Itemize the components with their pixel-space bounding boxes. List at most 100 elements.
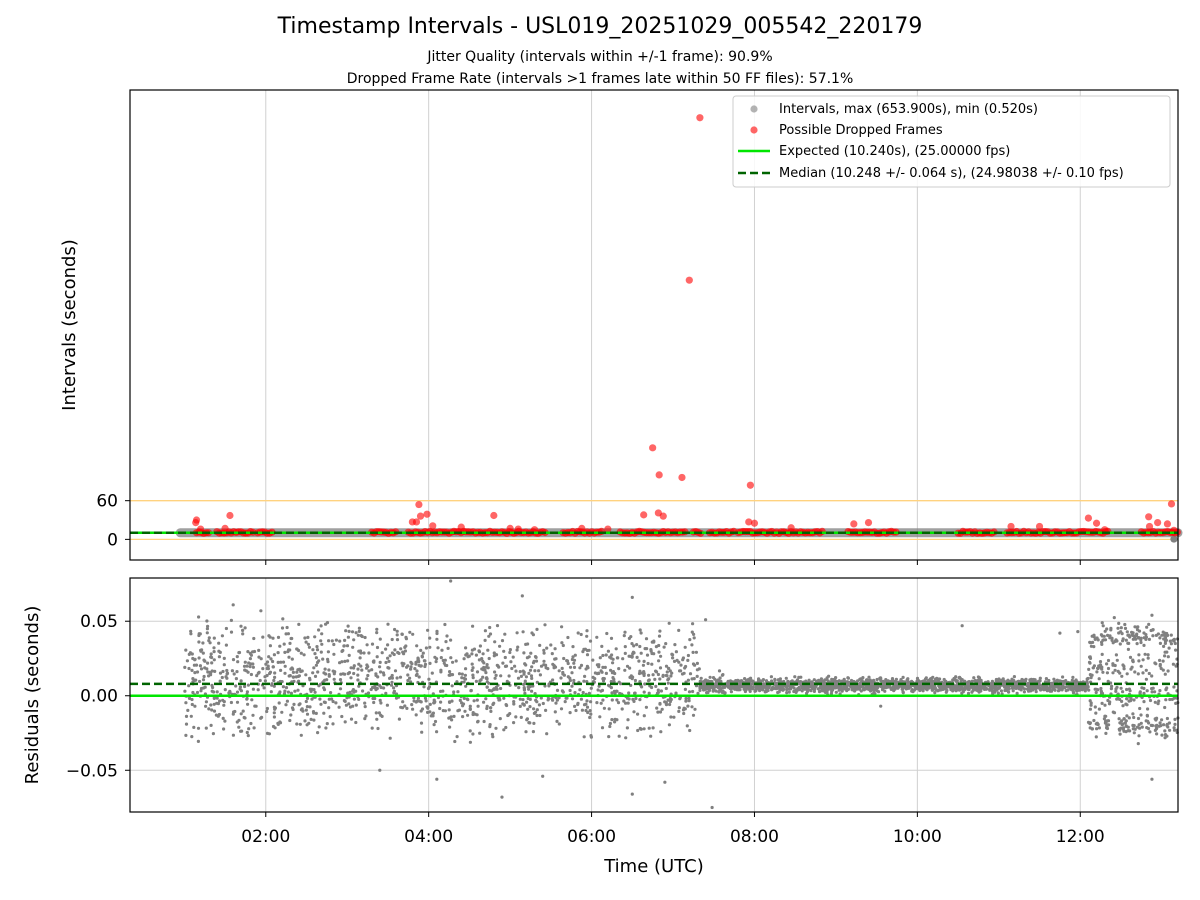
residual-point — [673, 643, 677, 647]
residual-point — [718, 689, 722, 693]
residual-point — [1134, 637, 1138, 641]
residual-point — [599, 701, 603, 705]
residual-point — [657, 643, 661, 648]
residual-point — [415, 644, 419, 648]
residual-point — [557, 722, 561, 726]
residual-point — [499, 674, 503, 678]
residual-point — [688, 728, 692, 733]
residual-point — [1109, 687, 1113, 691]
residual-point — [306, 635, 310, 640]
residual-point — [687, 690, 692, 694]
residual-point — [982, 687, 987, 692]
residual-point — [460, 676, 464, 680]
residual-point — [222, 663, 226, 667]
residual-point — [651, 726, 655, 730]
residual-point — [589, 700, 593, 704]
residual-point — [478, 731, 482, 735]
residual-point — [397, 651, 401, 656]
residual-point — [632, 644, 636, 648]
residual-point — [528, 685, 532, 689]
residual-point — [212, 709, 217, 713]
residual-point — [315, 645, 319, 649]
residual-point — [268, 635, 272, 639]
residual-point — [632, 699, 636, 704]
residual-point — [291, 670, 295, 675]
residual-point — [279, 668, 283, 673]
residual-point — [356, 673, 360, 677]
residual-point — [344, 703, 348, 707]
residual-point — [403, 704, 407, 708]
residual-point — [209, 671, 213, 675]
residual-point — [392, 689, 396, 693]
residual-point — [979, 684, 984, 688]
residual-point — [404, 635, 408, 640]
legend-intervals-label: Intervals, max (653.900s), min (0.520s) — [779, 102, 1038, 117]
residual-point — [375, 627, 379, 631]
residual-point — [864, 678, 869, 682]
residual-point — [600, 726, 605, 730]
residual-point — [641, 663, 646, 667]
residual-point — [1164, 636, 1168, 640]
residual-point — [206, 661, 210, 665]
residual-point — [284, 632, 288, 636]
residual-point — [529, 674, 534, 678]
residual-point — [1104, 719, 1108, 723]
residual-point — [632, 710, 636, 714]
residual-point — [937, 688, 941, 692]
residual-point — [1012, 675, 1017, 679]
residual-point — [1133, 670, 1137, 674]
residual-point — [218, 671, 223, 675]
residual-point — [1155, 732, 1159, 736]
residual-point — [207, 639, 211, 643]
residual-point — [395, 638, 400, 642]
residuals-series — [183, 579, 1180, 810]
residual-point — [754, 688, 758, 693]
residual-point — [743, 689, 748, 694]
residual-point — [857, 685, 862, 689]
residual-point — [222, 656, 226, 661]
residual-point — [395, 629, 399, 633]
residual-point — [884, 686, 888, 690]
residual-point — [237, 651, 241, 655]
residual-point — [366, 665, 370, 669]
dropped-frame-point — [696, 114, 704, 122]
residual-point — [334, 638, 338, 642]
residual-point — [276, 660, 280, 665]
residual-point — [669, 715, 673, 719]
residual-point — [471, 673, 475, 677]
residual-point — [551, 662, 555, 666]
residual-point — [332, 642, 336, 647]
residual-point — [231, 733, 235, 737]
residual-point — [758, 685, 762, 689]
residual-point — [304, 708, 308, 712]
residual-point — [1088, 721, 1092, 725]
residual-point — [1173, 717, 1177, 722]
residual-point — [1166, 633, 1170, 638]
residual-point — [894, 677, 899, 681]
residual-point — [414, 673, 418, 678]
residual-point — [521, 630, 525, 634]
residual-point — [484, 697, 488, 701]
residual-point — [410, 703, 414, 707]
residual-point — [283, 671, 287, 675]
residual-point — [571, 645, 575, 649]
residual-point — [1163, 639, 1168, 643]
residual-point — [341, 672, 345, 676]
residual-point — [248, 657, 252, 661]
x-tick-label: 06:00 — [567, 827, 616, 847]
residual-point — [1118, 642, 1122, 646]
residual-point — [550, 652, 554, 656]
residual-point — [191, 690, 195, 695]
residual-point — [265, 706, 269, 711]
residual-point — [492, 651, 496, 655]
residual-point — [1051, 686, 1055, 691]
residual-point — [557, 696, 561, 700]
residual-point — [582, 647, 586, 652]
residual-point — [384, 660, 388, 665]
residual-point — [672, 715, 676, 719]
residual-point — [247, 727, 251, 731]
residual-point — [477, 650, 482, 654]
residual-point — [271, 636, 275, 640]
residual-point — [430, 671, 434, 675]
residual-point — [457, 672, 462, 676]
